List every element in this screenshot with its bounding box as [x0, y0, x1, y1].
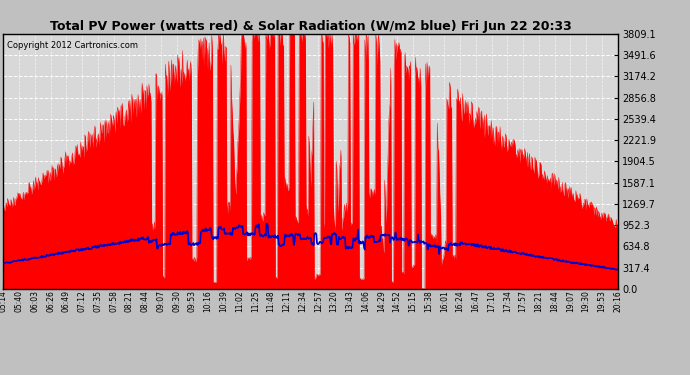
Title: Total PV Power (watts red) & Solar Radiation (W/m2 blue) Fri Jun 22 20:33: Total PV Power (watts red) & Solar Radia…	[50, 20, 571, 33]
Text: Copyright 2012 Cartronics.com: Copyright 2012 Cartronics.com	[6, 41, 137, 50]
